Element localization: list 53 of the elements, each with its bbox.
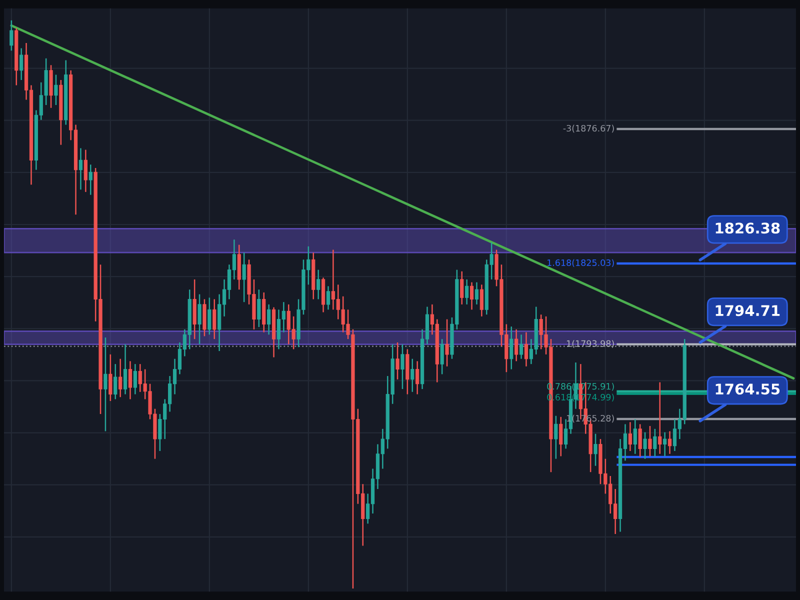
candlestick xyxy=(643,432,647,460)
candlestick xyxy=(524,332,528,368)
ref-line-label: 1.618(1825.03) xyxy=(548,259,614,268)
candlestick xyxy=(128,360,132,400)
candlestick xyxy=(653,428,657,458)
candlestick xyxy=(10,20,14,52)
candlestick xyxy=(326,286,330,310)
ref-line-label: -3(1876.67) xyxy=(563,124,614,133)
annotation: 1826.38 xyxy=(716,222,780,234)
candlestick xyxy=(208,297,212,336)
candlestick xyxy=(445,318,449,368)
candlestick xyxy=(648,425,652,457)
candlestick xyxy=(54,74,58,106)
annotation: 1764.55 xyxy=(716,384,780,395)
candlestick xyxy=(519,334,524,360)
candlestick xyxy=(470,282,474,310)
candlestick xyxy=(554,415,558,460)
candlestick xyxy=(316,269,320,300)
candlestick xyxy=(78,148,83,190)
candlestick xyxy=(410,358,414,393)
candlestick xyxy=(104,336,108,432)
candlestick xyxy=(628,421,632,452)
candlestick xyxy=(474,282,479,306)
candlestick xyxy=(638,424,642,458)
candlestick xyxy=(123,344,128,395)
candlestick xyxy=(416,360,420,395)
candlestick xyxy=(658,382,662,454)
candlestick xyxy=(242,252,246,303)
candlestick xyxy=(88,164,92,196)
candlestick xyxy=(460,270,464,306)
candlestick xyxy=(133,363,137,395)
candlestick xyxy=(668,430,672,454)
candlestick xyxy=(267,304,271,336)
candlestick xyxy=(212,298,216,340)
candlestick xyxy=(114,363,118,400)
candlestick xyxy=(440,338,444,375)
candlestick xyxy=(118,358,122,398)
candlestick xyxy=(198,294,202,345)
candlestick xyxy=(594,433,598,466)
candlestick xyxy=(400,344,404,390)
candlestick xyxy=(633,418,637,454)
candlestick xyxy=(514,328,518,362)
candlestick xyxy=(396,342,400,380)
candlestick xyxy=(20,48,24,81)
candlestick xyxy=(465,278,469,306)
annotation: 1794.71 xyxy=(716,305,780,316)
candlestick xyxy=(108,354,112,402)
candlestick xyxy=(84,149,88,193)
candlestick xyxy=(559,416,563,457)
candlestick xyxy=(663,432,667,457)
candlestick xyxy=(257,288,261,328)
candlestick xyxy=(480,284,484,318)
candlestick xyxy=(510,326,514,370)
